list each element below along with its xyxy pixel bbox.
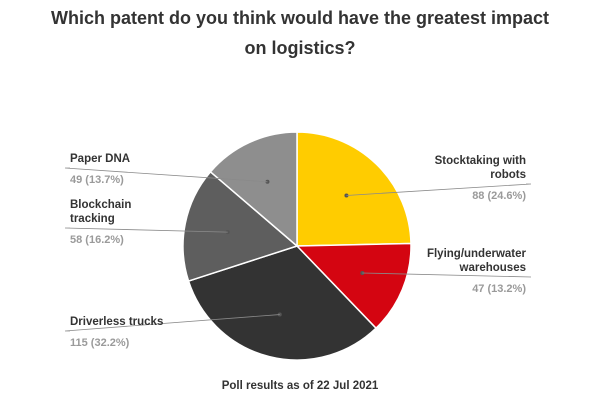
slice-label-flying-underwater-warehouses: warehouses: [459, 262, 526, 274]
slice-label-stocktaking-with-robots: robots: [490, 169, 526, 181]
leader-line-stocktaking-with-robots: [346, 183, 532, 196]
slice-blockchain-tracking: [182, 170, 299, 282]
slice-stocktaking-with-robots: [296, 131, 412, 247]
slice-value-paper-dna: 49 (13.7%): [70, 174, 124, 186]
leader-line-flying-underwater-warehouses: [362, 272, 532, 278]
slice-paper-dna: [209, 131, 298, 248]
leader-line-driverless-trucks: [64, 314, 280, 332]
slice-driverless-trucks: [187, 245, 378, 361]
pie-slices: [182, 131, 412, 361]
chart-title-line-1: Which patent do you think would have the…: [51, 8, 549, 28]
slice-label-blockchain-tracking: tracking: [70, 213, 115, 225]
poll-footnote: Poll results as of 22 Jul 2021: [222, 380, 379, 392]
slice-value-blockchain-tracking: 58 (16.2%): [70, 234, 124, 246]
slice-label-stocktaking-with-robots: Stocktaking with: [435, 155, 526, 167]
slice-label-flying-underwater-warehouses: Flying/underwater: [427, 248, 527, 260]
slice-labels: Stocktaking with robots 88 (24.6%) Flying/u…: [64, 153, 532, 349]
slice-value-flying-underwater-warehouses: 47 (13.2%): [472, 283, 526, 295]
slice-label-blockchain-tracking: Blockchain: [70, 199, 131, 211]
leader-line-paper-dna: [64, 167, 268, 183]
slice-value-stocktaking-with-robots: 88 (24.6%): [472, 190, 526, 202]
slice-label-driverless-trucks: Driverless trucks: [70, 316, 163, 328]
chart-title-line-2: on logistics?: [244, 38, 355, 58]
slice-label-paper-dna: Paper DNA: [70, 153, 130, 165]
slice-value-driverless-trucks: 115 (32.2%): [70, 337, 130, 349]
slice-flying-underwater-warehouses: [295, 242, 412, 330]
leader-line-blockchain-tracking: [64, 227, 228, 233]
chart-title: Which patent do you think would have the…: [51, 8, 549, 58]
